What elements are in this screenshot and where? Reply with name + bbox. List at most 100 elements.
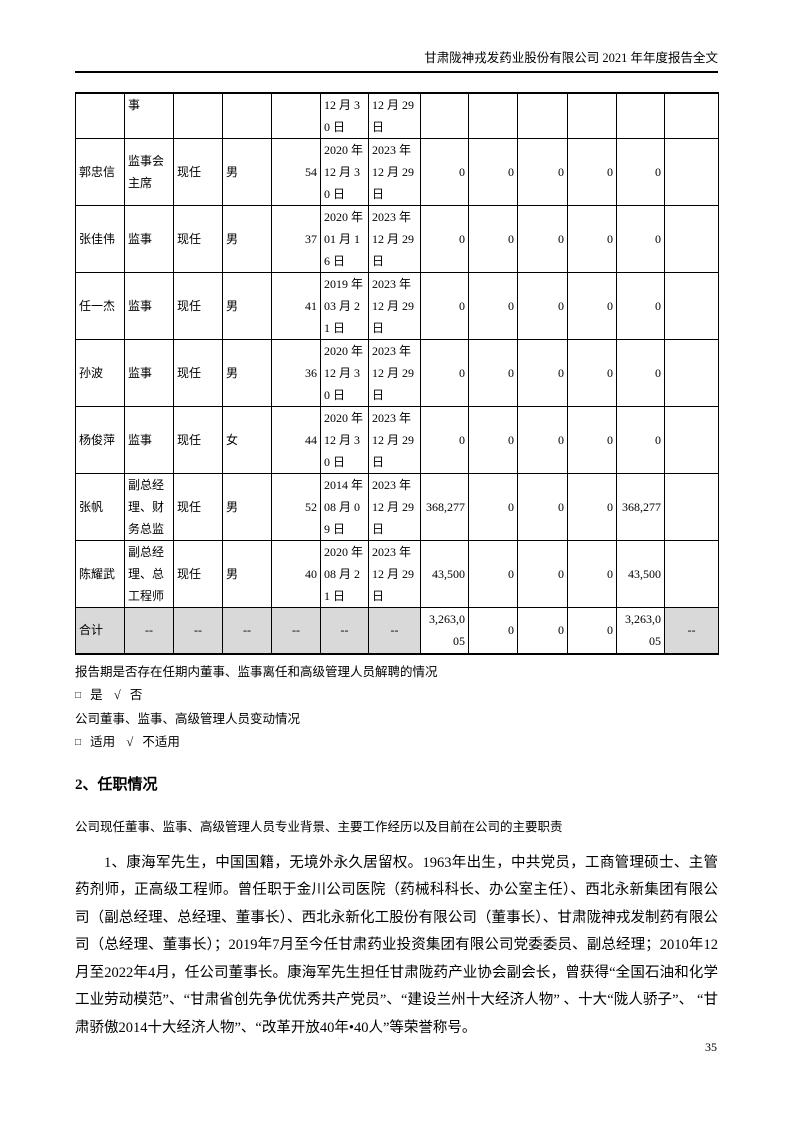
option-applicable: 适用 [90,734,116,749]
table-total-row: 合计 -- -- -- -- -- -- 3,263,005 0 0 0 3,263,005 -- [75,607,719,654]
table-cell [271,92,321,139]
table-cell: 37 [271,205,321,273]
table-cell: 2020 年 01 月 16 日 [320,205,369,273]
table-cell: 现任 [173,406,223,474]
table-cell: 张帆 [75,473,125,541]
table-cell: 2023 年 12 月 29 日 [368,540,421,608]
table-cell [664,339,719,407]
page-number: 35 [705,1040,717,1054]
departure-question: 报告期是否存在任期内董事、监事离任和高级管理人员解聘的情况 [75,664,438,679]
table-cell: 监事 [124,205,174,273]
table-row: 孙波 监事 现任男 36 2020 年 12 月 30 日 2023 年 12 月 29 … [75,339,719,407]
table-cell: 2023 年 12 月 29 日 [368,406,421,474]
checkbox-unchecked-icon: □ [75,736,82,748]
table-cell: 监事会主席 [124,138,174,206]
table-cell: 0 [468,540,518,608]
table-cell: 368,277 [420,473,469,541]
table-cell: 0 [567,540,617,608]
table-cell: 2023 年 12 月 29 日 [368,339,421,407]
table-cell: 2020 年 12 月 30 日 [320,138,369,206]
table-cell: -- [368,607,421,654]
table-cell: 0 [616,205,665,273]
table-cell: 现任 [173,339,223,407]
section-intro: 公司现任董事、监事、高级管理人员专业背景、主要工作经历以及目前在公司的主要职责 [75,819,563,834]
table-cell [567,92,617,139]
table-cell: 43,500 [420,540,469,608]
table-cell: 3,263,005 [420,607,469,654]
table-cell: 0 [420,406,469,474]
table-cell: 副总经理、财务总监 [124,473,174,541]
table-cell: 41 [271,272,321,340]
table-cell [664,272,719,340]
table-cell: 12 月 29 日 [368,92,421,139]
table-cell [664,205,719,273]
table-cell: 2020 年 12 月 30 日 [320,339,369,407]
table-cell: 男 [222,339,272,407]
table-cell: 0 [468,205,518,273]
table-cell: 现任 [173,205,223,273]
table-cell: 0 [517,272,568,340]
table-cell: 2019 年 03 月 21 日 [320,272,369,340]
table-cell: -- [222,607,272,654]
table-cell: 0 [517,607,568,654]
header-title: 甘肃陇神戎发药业股份有限公司 2021 年年度报告全文 [424,51,718,65]
table-cell [664,406,719,474]
table-cell: 2020 年 12 月 30 日 [320,406,369,474]
table-cell: 3,263,005 [616,607,665,654]
table-cell: 现任 [173,540,223,608]
checkmark-icon: √ [126,734,134,749]
table-row: 任一杰 监事 现任男 41 2019 年 03 月 21 日 2023 年 12 月 29… [75,272,719,340]
table-cell [664,92,719,139]
table-cell: 男 [222,473,272,541]
table-cell: 0 [420,205,469,273]
table-cell: 张佳伟 [75,205,125,273]
table-row: 陈耀武 副总经理、总工程师 现任男 40 2020 年 08 月 21 日 2023 年 … [75,540,719,608]
table-cell: 0 [567,138,617,206]
table-cell: 监事 [124,272,174,340]
table-cell [664,540,719,608]
table-cell: 0 [616,406,665,474]
table-cell: 2020 年 08 月 21 日 [320,540,369,608]
table-cell: 44 [271,406,321,474]
table-cell: 0 [468,272,518,340]
table-cell: -- [271,607,321,654]
table-cell: 40 [271,540,321,608]
checkmark-icon: √ [113,687,121,702]
table-cell: 男 [222,272,272,340]
table-cell: 0 [420,339,469,407]
table-row: 事 12 月 30 日 12 月 29 日 [75,92,719,139]
table-cell: 监事 [124,339,174,407]
table-cell: 副总经理、总工程师 [124,540,174,608]
table-cell: 36 [271,339,321,407]
table-cell: 0 [517,138,568,206]
table-cell: 0 [468,339,518,407]
table-cell: 0 [420,272,469,340]
table-cell [468,92,518,139]
table-cell: 女 [222,406,272,474]
table-cell: 2023 年 12 月 29 日 [368,473,421,541]
table-cell [664,473,719,541]
table-cell: 0 [517,339,568,407]
table-row: 张帆 副总经理、财务总监 现任男 52 2014 年 08 月 09 日 2023 年 1… [75,473,719,541]
table-cell: 0 [468,473,518,541]
table-cell: -- [124,607,174,654]
table-cell: 任一杰 [75,272,125,340]
table-cell: 男 [222,205,272,273]
table-cell: 0 [468,607,518,654]
table-cell: 0 [616,138,665,206]
table-cell: 0 [616,339,665,407]
table-cell [517,92,568,139]
bio-paragraph: 1、康海军先生，中国国籍，无境外永久居留权。1963年出生，中共党员，工商管理硕… [75,854,718,1036]
table-cell: 0 [468,138,518,206]
table-cell: 0 [517,473,568,541]
table-cell: 12 月 30 日 [320,92,369,139]
table-cell: 54 [271,138,321,206]
table-cell: -- [664,607,719,654]
table-cell: 男 [222,138,272,206]
officers-compensation-table: 事 12 月 30 日 12 月 29 日郭忠信 监事会主席 现任男 54 2020 年 1… [75,92,719,655]
table-cell: 2023 年 12 月 29 日 [368,272,421,340]
table-cell: 0 [616,272,665,340]
table-cell: 0 [567,406,617,474]
table-cell: 2023 年 12 月 29 日 [368,138,421,206]
departure-answer: □ 是 √ 否 [75,688,718,703]
